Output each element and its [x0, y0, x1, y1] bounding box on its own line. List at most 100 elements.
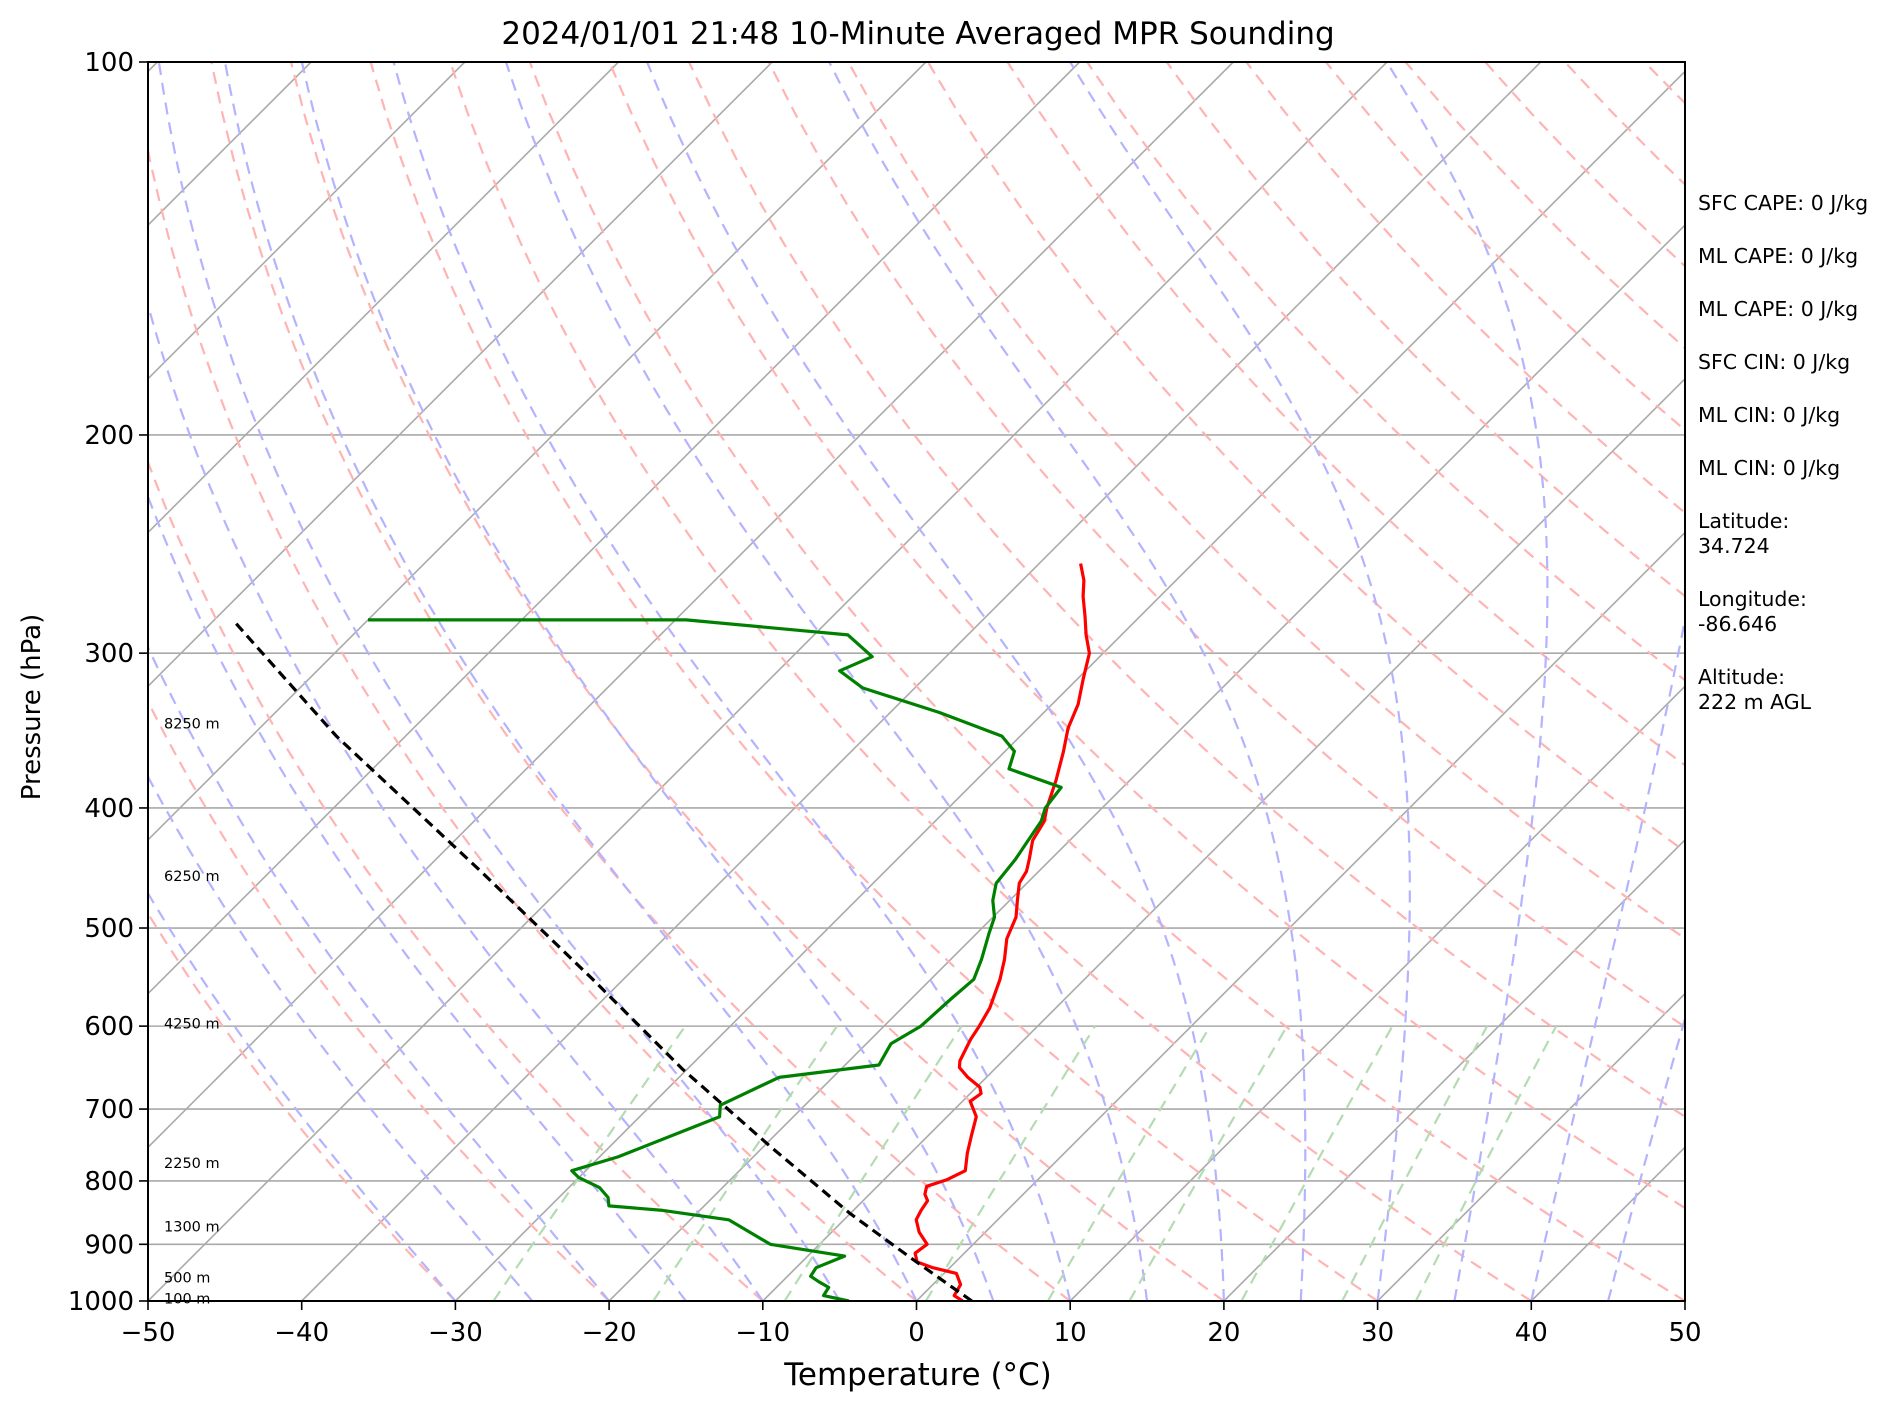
height-label: 6250 m	[164, 869, 220, 885]
background-lines	[0, 62, 1685, 1301]
info-entry: Latitude: 34.724	[1698, 509, 1789, 558]
height-label: 2250 m	[164, 1156, 220, 1172]
y-ticks: 1000 900 800 700 600 500 400 300 200 100	[68, 48, 148, 1317]
isotherm-line	[1223, 838, 1685, 1301]
y-tick-label: 200	[84, 421, 134, 451]
moist-adiabat-line	[504, 62, 1149, 1301]
x-axis-label: Temperature (°C)	[783, 1357, 1052, 1393]
y-tick-label: 700	[84, 1095, 134, 1125]
dry-adiabat-line	[688, 62, 1685, 1118]
info-entry: Altitude: 222 m AGL	[1698, 665, 1812, 714]
temperature-series-line	[913, 563, 1092, 1301]
moist-adiabat-line	[646, 62, 1225, 1301]
info-entry: ML CAPE: 0 J/kg	[1698, 244, 1858, 268]
y-tick-label: 600	[84, 1012, 134, 1042]
mixing-ratio-line	[492, 1025, 687, 1301]
mixing-ratio-line	[1240, 1025, 1394, 1301]
dry-adiabat-line	[148, 699, 610, 1301]
height-label: 500 m	[164, 1270, 210, 1286]
isotherm-line	[148, 62, 1234, 1149]
isotherm-line	[454, 70, 1685, 1301]
info-entry: ML CIN: 0 J/kg	[1698, 403, 1840, 427]
mixing-ratio-line	[1046, 1025, 1212, 1301]
mixing-ratio-line	[1341, 1025, 1489, 1301]
moist-adiabat-line	[392, 62, 1072, 1301]
height-label: 8250 m	[164, 717, 220, 733]
x-tick-label: −30	[428, 1318, 483, 1348]
x-tick-label: 20	[1207, 1318, 1240, 1348]
isotherm-line	[148, 62, 1081, 995]
chart-title: 2024/01/01 21:48 10-Minute Averaged MPR …	[501, 16, 1334, 52]
y-axis-label: Pressure (hPa)	[17, 614, 47, 801]
y-tick-label: 800	[84, 1167, 134, 1197]
x-ticks: −50 −40 −30 −20 −10 0 10 20 30 40 50	[121, 1301, 1702, 1348]
isotherm-line	[148, 62, 1388, 1301]
dry-adiabat-line	[210, 62, 1071, 1301]
mixing-ratio-line	[1128, 1025, 1288, 1301]
info-entry: SFC CIN: 0 J/kg	[1698, 350, 1850, 374]
moist-adiabat-line	[1385, 62, 1549, 1301]
y-tick-label: 500	[84, 914, 134, 944]
x-tick-label: −10	[735, 1318, 790, 1348]
isotherm-line	[148, 62, 620, 534]
x-tick-label: −50	[121, 1318, 176, 1348]
plot-frame	[147, 61, 1686, 1302]
isotherm-line	[608, 223, 1685, 1301]
mixing-ratio-line	[1414, 1025, 1558, 1301]
isotherm-line	[1377, 992, 1685, 1301]
isotherm-line	[915, 531, 1685, 1301]
dry-adiabat-line	[148, 911, 457, 1301]
isotherm-line	[148, 62, 773, 688]
isotherm-line	[1069, 685, 1685, 1301]
isotherm-line	[148, 62, 466, 380]
mixing-ratio-line	[924, 1025, 1097, 1301]
x-tick-label: 50	[1668, 1318, 1701, 1348]
moist-adiabat-line	[157, 62, 841, 1301]
dewpoint-series-line	[368, 618, 1063, 1301]
parcel-series-line	[231, 618, 973, 1301]
info-entry: Longitude: -86.646	[1698, 587, 1807, 636]
series-layer	[231, 563, 1092, 1301]
moist-adiabat-line	[1607, 1014, 1685, 1301]
x-tick-label: −20	[582, 1318, 637, 1348]
dry-adiabat-line	[528, 62, 1685, 1301]
dry-adiabat-line	[289, 62, 1225, 1301]
dry-adiabat-line	[148, 145, 918, 1301]
x-tick-label: 0	[908, 1318, 925, 1348]
x-tick-label: 40	[1515, 1318, 1548, 1348]
height-label: 4250 m	[164, 1016, 220, 1032]
height-labels: 8250 m 6250 m 4250 m 2250 m 1300 m 500 m 100 m	[164, 717, 220, 1308]
info-entry: ML CAPE: 0 J/kg	[1698, 297, 1858, 321]
moist-adiabat-line	[1530, 613, 1685, 1301]
dry-adiabat-line	[1165, 62, 1685, 598]
moist-adiabat-line	[148, 493, 687, 1301]
y-tick-label: 900	[84, 1230, 134, 1260]
dry-adiabat-line	[608, 62, 1685, 1210]
x-tick-label: 10	[1054, 1318, 1087, 1348]
isotherm-line	[762, 377, 1685, 1301]
isotherm-line	[0, 62, 4, 1301]
y-tick-label: 300	[84, 639, 134, 669]
x-tick-label: 30	[1361, 1318, 1394, 1348]
y-tick-label: 400	[84, 794, 134, 824]
moist-adiabat-line	[300, 62, 995, 1301]
dry-adiabat-line	[1086, 62, 1685, 682]
mixing-ratio-line	[783, 1025, 963, 1301]
info-box: SFC CAPE: 0 J/kg ML CAPE: 0 J/kg ML CAPE: …	[1698, 191, 1868, 714]
y-tick-label: 1000	[68, 1287, 134, 1317]
dry-adiabat-line	[148, 459, 764, 1301]
dry-adiabat-line	[369, 62, 1379, 1301]
moist-adiabat-line	[223, 62, 918, 1301]
isotherm-line	[148, 62, 927, 842]
dry-adiabat-line	[449, 62, 1532, 1301]
height-label: 100 m	[164, 1291, 210, 1307]
moist-adiabat-line	[1069, 62, 1411, 1301]
info-entry: ML CIN: 0 J/kg	[1698, 456, 1840, 480]
isotherm-line	[301, 62, 1542, 1301]
y-tick-label: 100	[84, 48, 134, 78]
mixing-ratio-line	[652, 1025, 838, 1301]
info-entry: SFC CAPE: 0 J/kg	[1698, 191, 1868, 215]
x-tick-label: −40	[274, 1318, 329, 1348]
